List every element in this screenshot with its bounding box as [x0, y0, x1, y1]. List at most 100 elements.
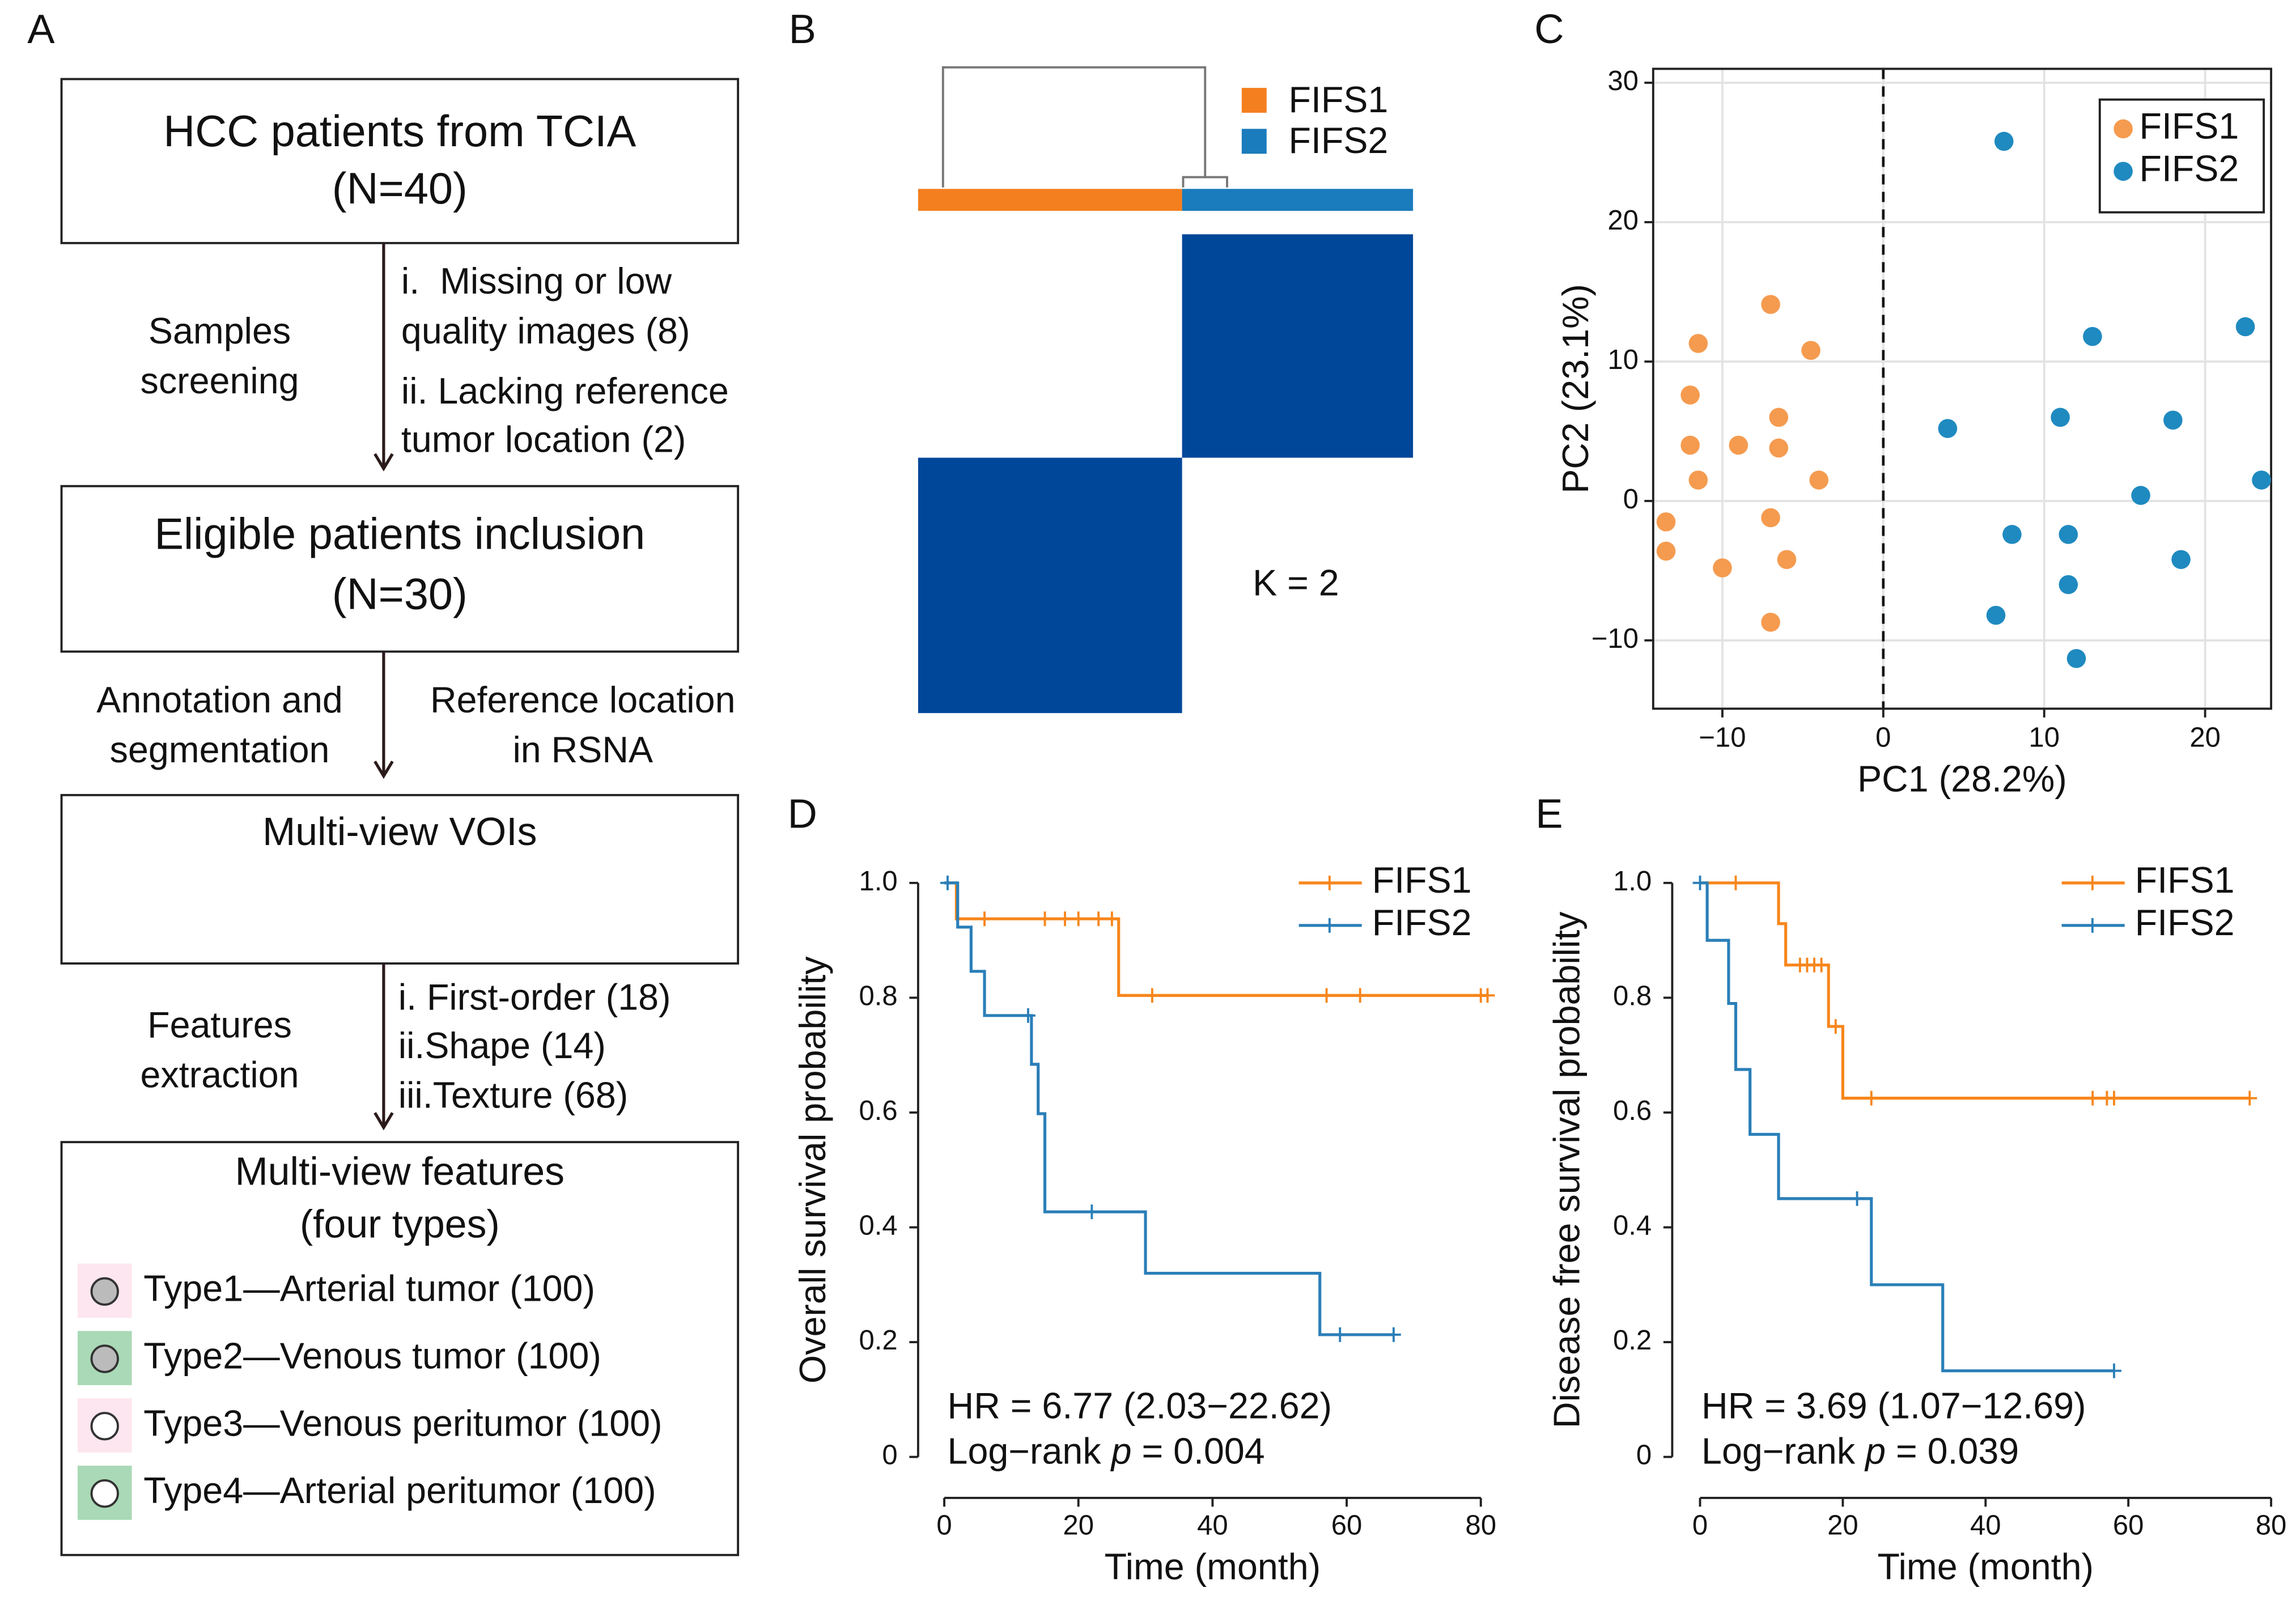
type-icon [90, 1344, 119, 1373]
censor-mark [1091, 911, 1106, 927]
legend-marker [2113, 119, 2133, 139]
point [1761, 295, 1780, 314]
point [1761, 613, 1780, 632]
censor-mark [1386, 1327, 1401, 1342]
survival-curve [1700, 881, 2114, 1373]
point [2059, 525, 2078, 544]
y-tick-label: 1.0 [1613, 866, 1652, 897]
step-label: Features [147, 1005, 292, 1046]
x-tick-label: 0 [1692, 1510, 1708, 1541]
panel-label: E [1535, 792, 1563, 837]
y-tick-label: 0 [882, 1440, 897, 1471]
panel-label: C [1534, 7, 1564, 52]
flow-box-text: HCC patients from TCIA [163, 107, 636, 156]
step-label: extraction [141, 1055, 299, 1096]
legend-censor [2085, 918, 2100, 933]
legend-censor [2085, 875, 2100, 890]
point [1688, 470, 1708, 490]
x-tick-label: 60 [2113, 1510, 2144, 1541]
flow-box-text: Multi-view features [235, 1149, 565, 1193]
x-tick-label: 40 [1197, 1510, 1228, 1541]
step-label: segmentation [110, 729, 330, 770]
x-tick-label: −10 [1699, 723, 1746, 753]
annotation-part: Log−rank [948, 1431, 1111, 1471]
legend-label: FIFS2 [1289, 120, 1389, 161]
step-note: iii.Texture (68) [398, 1075, 629, 1116]
flow-box-text: (four types) [300, 1202, 500, 1246]
y-axis-label: PC2 (23.1%) [1555, 284, 1596, 494]
censor-mark [940, 875, 955, 890]
censor-mark [1084, 1204, 1100, 1220]
plot-frame [1652, 67, 2272, 710]
consensus-block [918, 457, 1182, 714]
censor-mark [1849, 1191, 1865, 1206]
point [1769, 408, 1789, 427]
annotation: K = 2 [1253, 562, 1339, 603]
y-tick-label: 0.2 [1613, 1325, 1652, 1356]
dendrogram [941, 66, 1228, 188]
censor-mark [1058, 911, 1072, 927]
point [2051, 408, 2070, 427]
x-axis-label: PC1 (28.2%) [1857, 759, 2067, 800]
legend-label: FIFS1 [2140, 105, 2239, 146]
step-note: Reference location [430, 680, 735, 720]
point [1656, 512, 1676, 532]
x-tick-label: 20 [2189, 723, 2221, 753]
x-tick-label: 80 [1465, 1510, 1496, 1541]
type-icon [90, 1412, 119, 1441]
point [1986, 605, 2006, 625]
y-tick-label: 20 [1607, 205, 1639, 236]
censor-mark [1037, 911, 1052, 927]
x-tick-label: 0 [1875, 723, 1891, 753]
y-tick-label: 0 [1636, 1440, 1652, 1471]
x-tick-label: 20 [1827, 1510, 1858, 1541]
type-icon [90, 1277, 119, 1306]
point [1713, 558, 1732, 578]
y-tick-label: 10 [1607, 345, 1639, 375]
point [2131, 486, 2150, 505]
legend-label: FIFS2 [2135, 902, 2235, 943]
point [1809, 470, 1829, 490]
x-tick-label: 20 [1063, 1510, 1094, 1541]
y-tick-label: 1.0 [859, 866, 897, 897]
point [1761, 508, 1780, 528]
point [2252, 470, 2271, 490]
step-note: quality images (8) [401, 311, 690, 351]
y-axis-label: Overall survival probability [792, 956, 833, 1383]
censor-mark [2085, 1090, 2100, 1106]
point [2163, 410, 2183, 430]
point [2083, 326, 2102, 346]
legend-box [2098, 98, 2265, 214]
step-label: screening [141, 360, 299, 401]
point [1938, 419, 1958, 438]
panel-label: B [789, 7, 816, 52]
point [2002, 525, 2022, 544]
legend-censor [1322, 875, 1337, 890]
step-note: i. Missing or low [401, 261, 672, 302]
legend-marker [2113, 162, 2133, 181]
point [1680, 435, 1700, 455]
censor-mark [977, 911, 992, 927]
point [1680, 385, 1700, 405]
y-tick-label: 0.8 [1613, 980, 1652, 1011]
survival-curve [944, 881, 1394, 1336]
censor-mark [1864, 1090, 1879, 1106]
x-tick-label: 0 [936, 1510, 952, 1541]
point [1777, 550, 1797, 570]
panel-label: D [788, 792, 817, 837]
censor-mark [1814, 957, 1829, 973]
censor-mark [1144, 988, 1160, 1003]
y-tick-label: 0.4 [1613, 1210, 1652, 1241]
flow-arrowhead [374, 761, 394, 779]
legend-censor [1322, 918, 1337, 933]
annotation-part: Log−rank [1701, 1431, 1865, 1471]
censor-mark [1352, 988, 1368, 1003]
x-tick-label: 40 [1970, 1510, 2001, 1541]
annotation: HR = 6.77 (2.03−22.62) [948, 1385, 1332, 1426]
x-axis-label: Time (month) [1105, 1547, 1321, 1587]
type-item: Type4—Arterial peritumor (100) [143, 1470, 656, 1511]
point [1994, 131, 2014, 151]
annotation: HR = 3.69 (1.07−12.69) [1701, 1385, 2086, 1426]
y-tick-label: 0.2 [859, 1325, 897, 1356]
